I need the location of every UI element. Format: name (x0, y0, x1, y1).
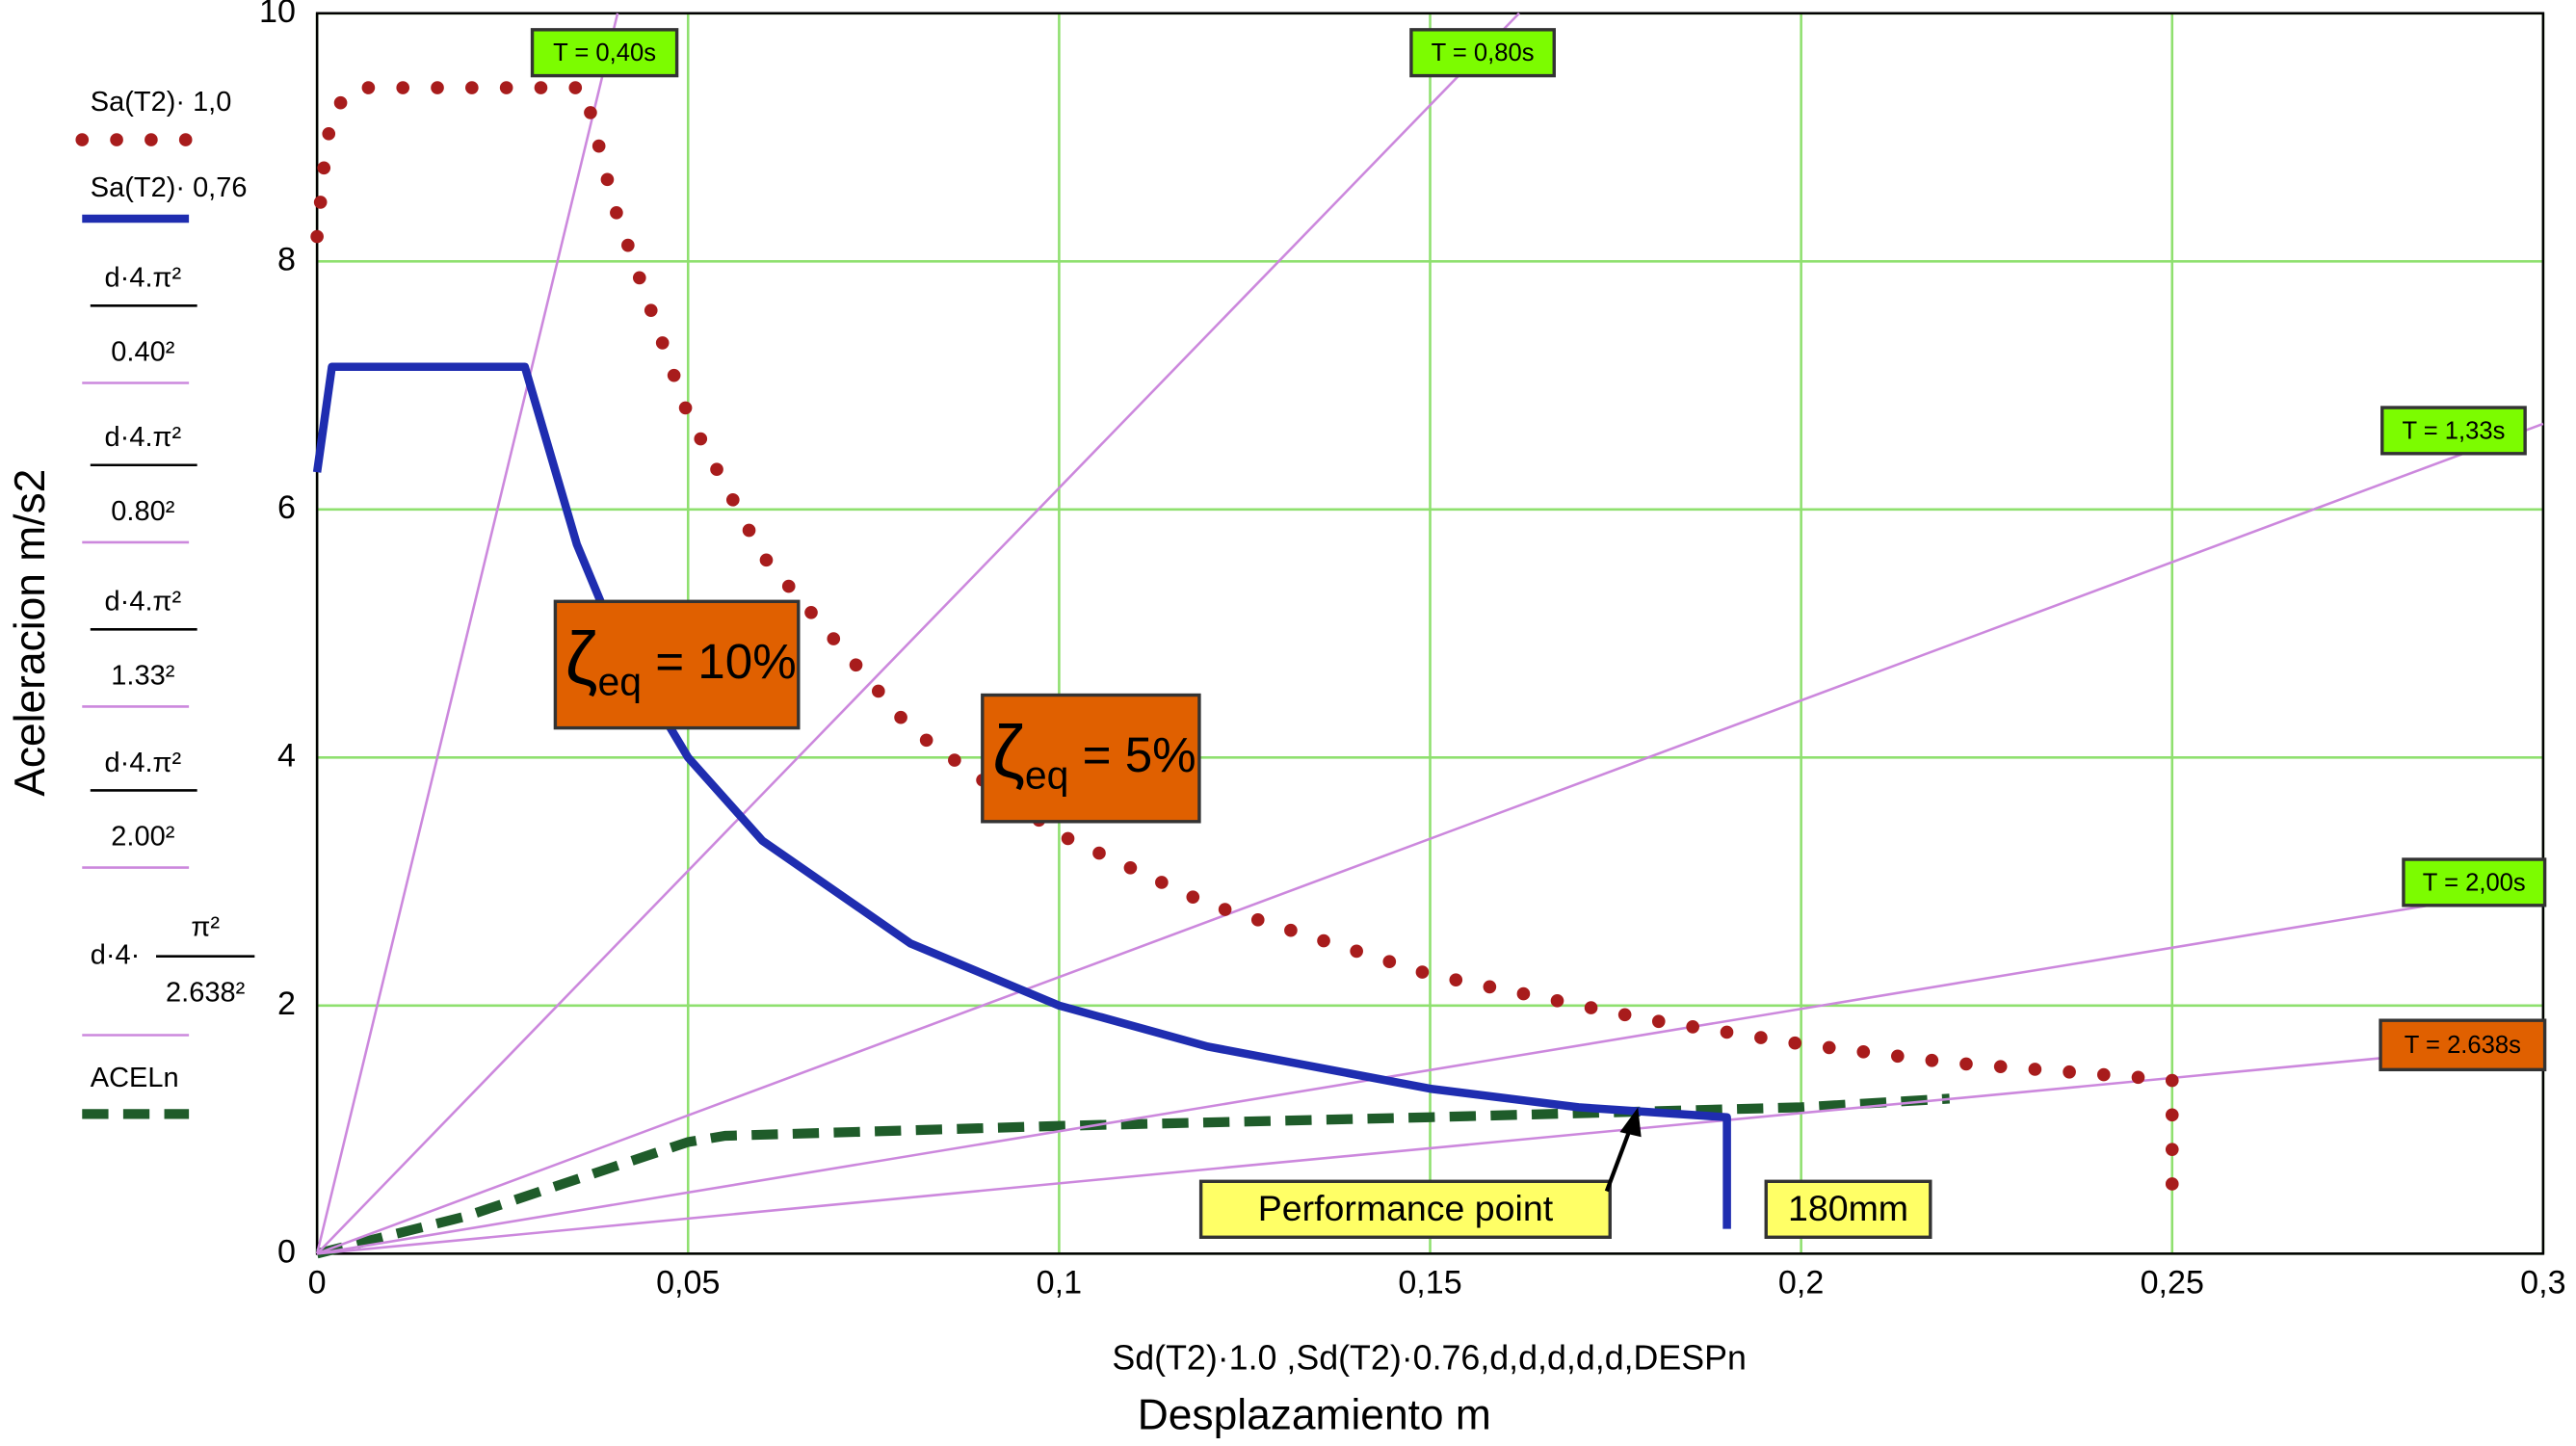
annotation-box (1198, 1179, 1612, 1239)
annotation-box (2402, 857, 2547, 907)
y-tick-label: 0 (277, 1233, 296, 1270)
annotation-text: Performance point (1258, 1188, 1554, 1228)
legend-numerator: d·4.π² (105, 748, 182, 778)
annotation-text: = 10% (642, 633, 797, 688)
series-line (312, 362, 1731, 1229)
annotation-text: T = 0,40s (553, 39, 656, 66)
x-tick-label: 0,25 (2141, 1265, 2204, 1301)
y-tick-label: 10 (259, 0, 296, 30)
legend-denominator: 0.80² (111, 496, 174, 527)
series-line (316, 884, 2544, 1255)
legend-denominator: 2.00² (111, 822, 174, 853)
series-line (316, 12, 1520, 1255)
annotation-box (1409, 28, 1556, 78)
annotation-box (981, 693, 1201, 824)
legend-numerator: d·4.π² (105, 587, 182, 618)
legend-denominator: 1.33² (111, 660, 174, 691)
y-tick-label: 6 (277, 489, 296, 526)
annotation-text: T = 1,33s (2403, 417, 2506, 444)
annotation-box (1764, 1179, 1932, 1239)
annotation-subscript: eq (1025, 752, 1069, 797)
annotation-text: ζeq = 10% (565, 618, 797, 703)
series-line (315, 13, 619, 1254)
legend-label: Sa(T2)· 1,0 (91, 87, 232, 118)
x-tick-label: 0 (308, 1265, 327, 1301)
y-tick-label: 8 (277, 241, 296, 277)
annotation-text: 180mm (1788, 1188, 1908, 1228)
y-axis-label: Aceleracion m/s2 (7, 469, 54, 797)
annotation-box (2379, 1018, 2547, 1072)
annotation-text: T = 2.638s (2405, 1032, 2521, 1059)
x-axis-label: Sd(T2)·1.0 ,Sd(T2)·0.76,d,d,d,d,d,DESPn (1112, 1339, 1747, 1378)
x-axis-title: Desplazamiento m (1138, 1392, 1491, 1439)
legend-numerator: d·4.π² (105, 422, 182, 453)
plot-border (315, 12, 2545, 1255)
legend-numerator: π² (191, 911, 220, 942)
plot-area: 0 0,05 0,1 0,15 0,2 0,25 0,3 0 2 4 6 8 10 (259, 0, 2566, 1301)
y-tick-label: 2 (277, 986, 296, 1022)
annotation-box (553, 599, 801, 730)
legend-numerator: d·4.π² (105, 263, 182, 294)
annotation-box (530, 28, 679, 78)
annotation-text: T = 0,80s (1432, 39, 1535, 66)
annotation-text: T = 2,00s (2423, 869, 2526, 896)
x-tick-label: 0,2 (1778, 1265, 1824, 1301)
legend-label: ACELn (91, 1063, 179, 1093)
series-line (316, 422, 2544, 1255)
x-tick-label: 0,3 (2520, 1265, 2565, 1301)
x-tick-label: 0,1 (1037, 1265, 1082, 1301)
annotation-subscript: eq (597, 659, 642, 703)
annotation-symbol: ζ (565, 618, 598, 700)
annotation-symbol: ζ (992, 712, 1025, 794)
x-tick-label: 0,15 (1398, 1265, 1461, 1301)
annotation-box (2380, 406, 2527, 456)
annotation-text: ζeq = 5% (992, 712, 1196, 797)
legend-prefix: d·4· (91, 939, 141, 970)
annotations: Sa(T2)· 1,0 Sa(T2)· 0,76 d·4.π² 0.40² d·4.π²… (75, 28, 2547, 1239)
x-tick-label: 0,05 (656, 1265, 720, 1301)
y-tick-label: 4 (277, 737, 296, 774)
legend-label: Sa(T2)· 0,76 (91, 172, 248, 203)
arrow (1604, 1107, 1642, 1193)
legend-denominator: 2.638² (166, 978, 246, 1009)
annotation-text: = 5% (1068, 727, 1196, 782)
legend-denominator: 0.40² (111, 336, 174, 367)
